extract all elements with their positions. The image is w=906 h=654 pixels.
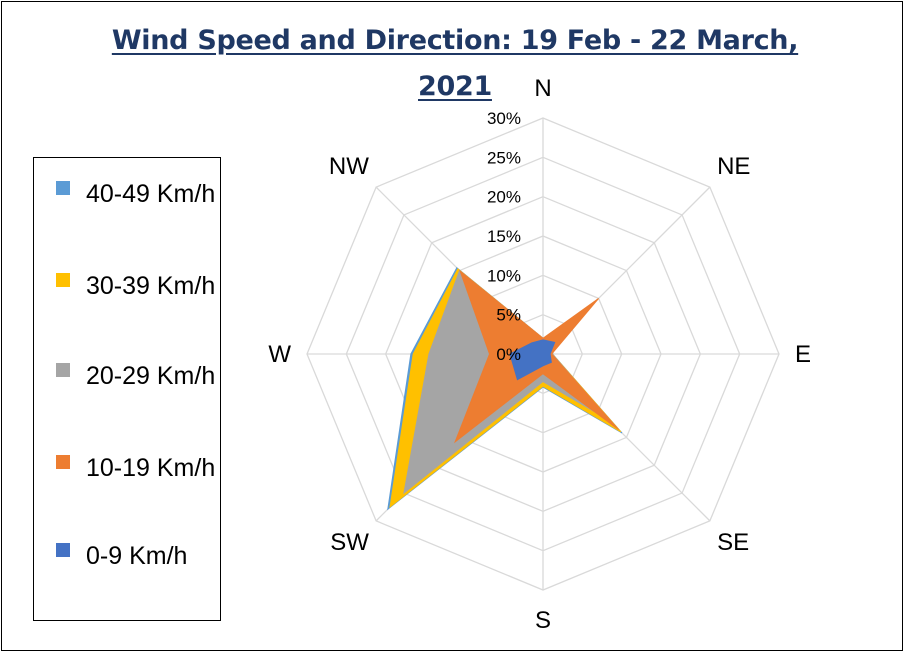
direction-label: NW: [329, 153, 369, 180]
legend-label: 30-39 Km/h: [86, 272, 216, 300]
tick-label: 15%: [487, 227, 521, 246]
legend-label: 40-49 Km/h: [86, 180, 216, 208]
tick-label: 10%: [487, 266, 521, 285]
direction-label: NE: [717, 153, 750, 180]
legend-swatch: [56, 181, 70, 195]
legend-swatch: [56, 543, 70, 557]
direction-label: W: [268, 341, 291, 368]
chart-title: Wind Speed and Direction: 19 Feb - 22 Ma…: [111, 25, 799, 102]
tick-label: 25%: [487, 148, 521, 167]
legend-label: 20-29 Km/h: [86, 362, 216, 390]
legend-swatch: [56, 363, 70, 377]
legend-label: 10-19 Km/h: [86, 454, 216, 482]
series-area: [509, 339, 556, 381]
tick-label: 20%: [487, 188, 521, 207]
direction-label: N: [534, 75, 551, 102]
legend-label: 0-9 Km/h: [86, 542, 188, 570]
direction-label: E: [795, 341, 811, 368]
tick-label: 5%: [496, 306, 521, 325]
direction-label: SE: [717, 529, 749, 556]
direction-label: S: [535, 607, 551, 634]
tick-label: 30%: [487, 109, 521, 128]
legend-swatch: [56, 273, 70, 287]
tick-label: 0%: [496, 345, 521, 364]
legend-swatch: [56, 455, 70, 469]
legend: 40-49 Km/h 30-39 Km/h 20-29 Km/h 10-19 K…: [33, 157, 221, 621]
direction-label: SW: [330, 529, 369, 556]
